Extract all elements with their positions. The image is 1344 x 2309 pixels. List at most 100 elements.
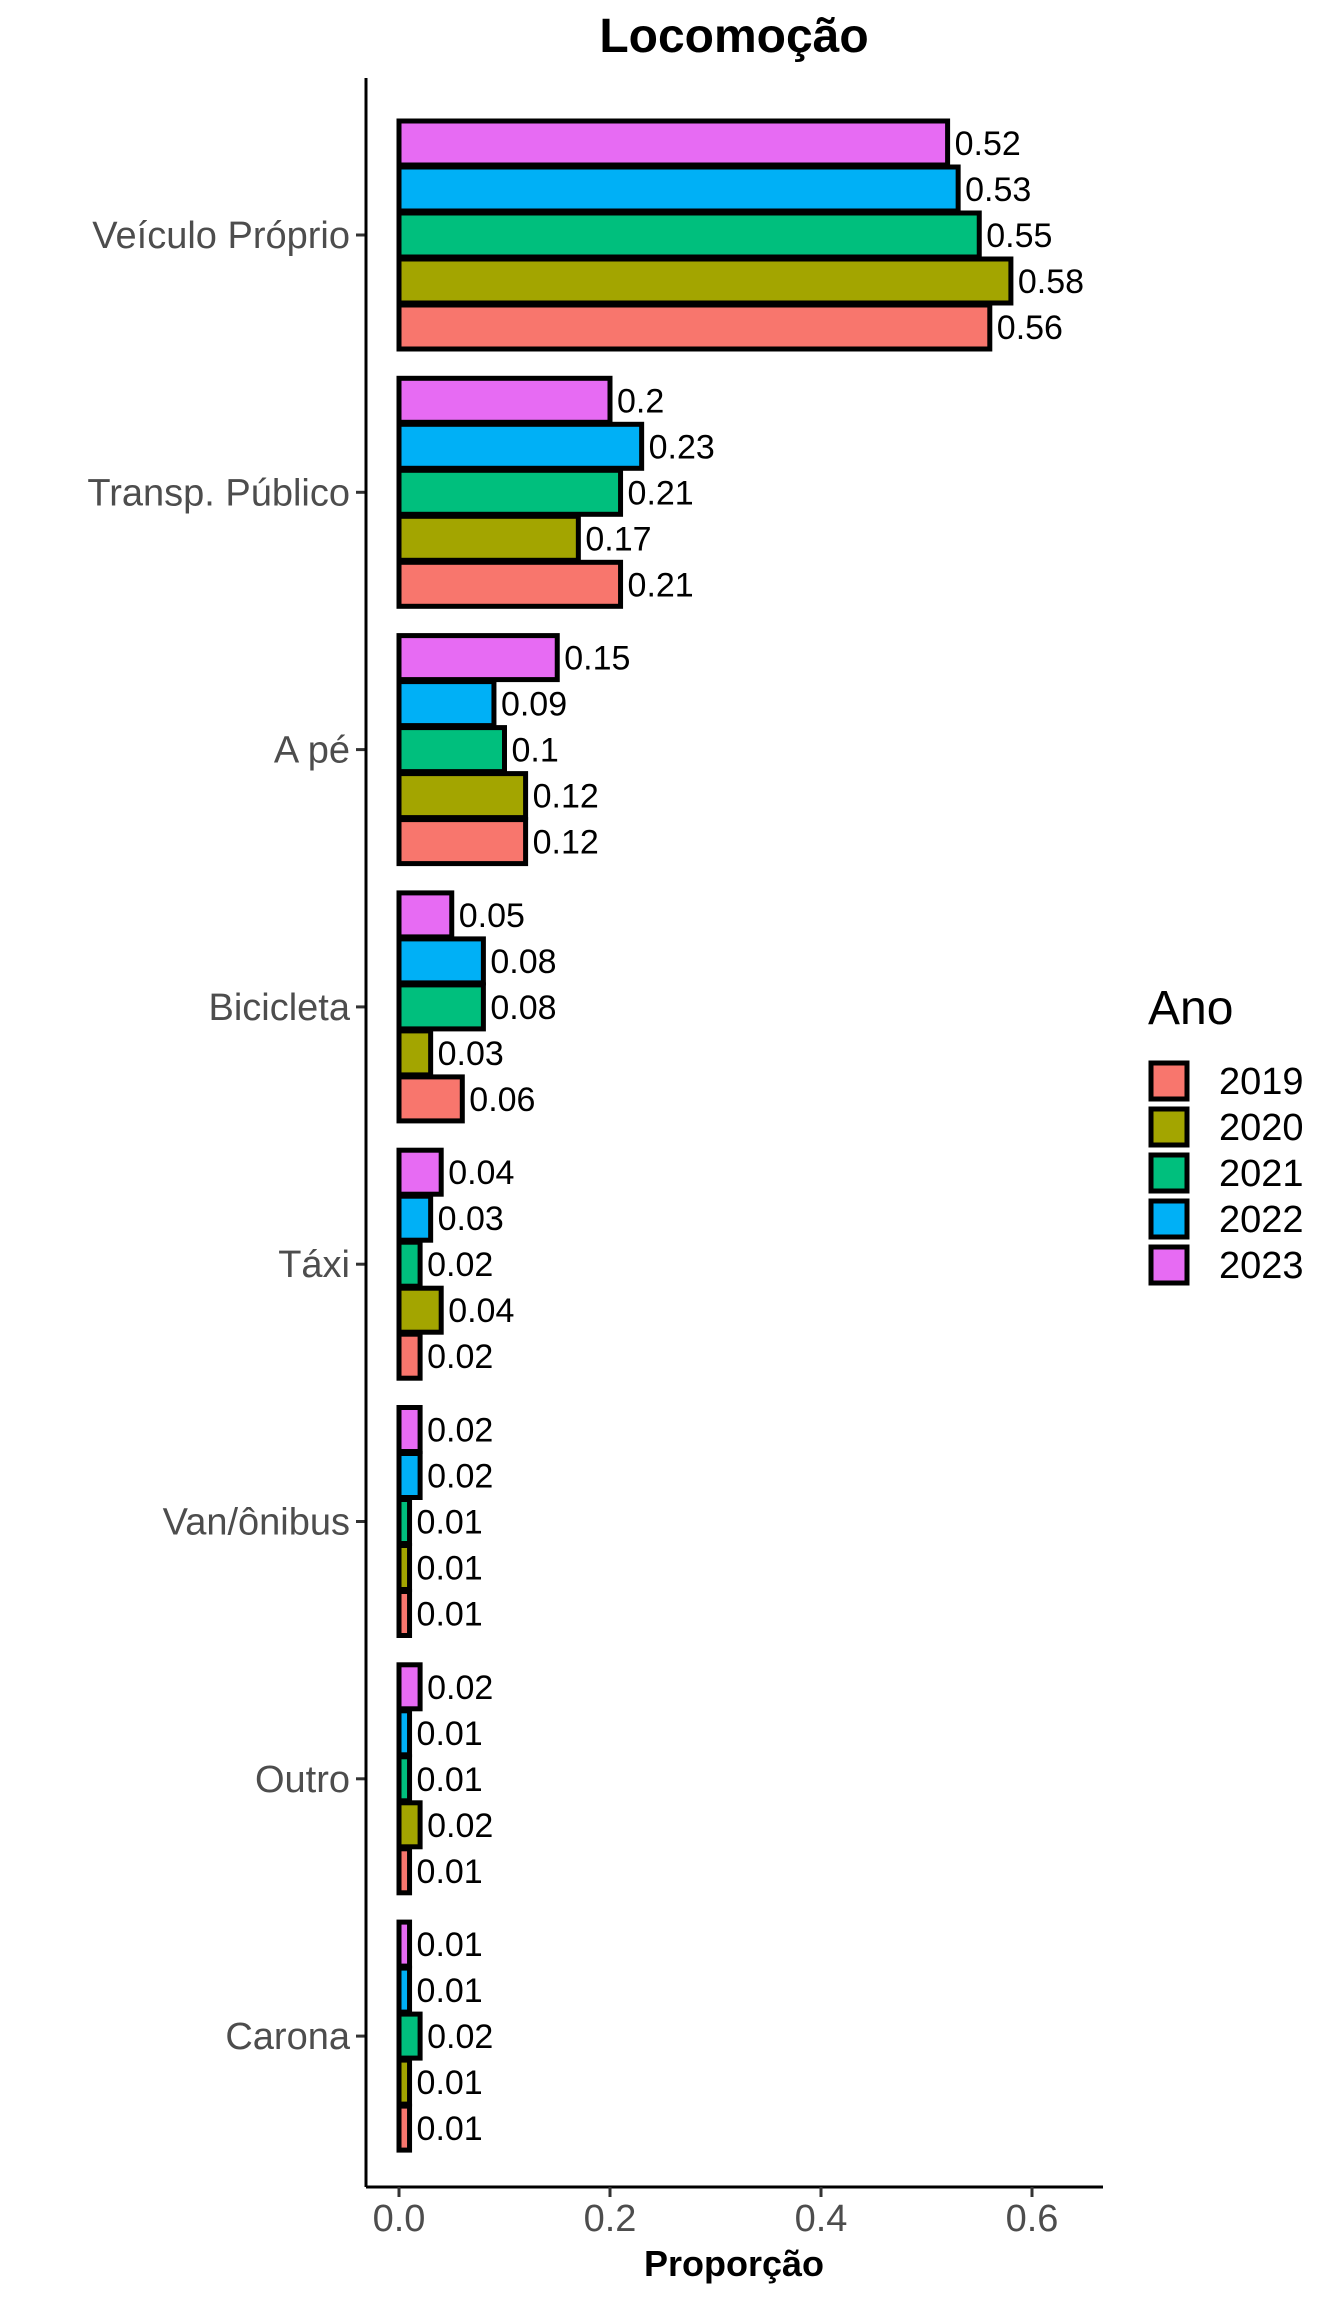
bar [396, 1074, 465, 1124]
bar [396, 1543, 413, 1592]
x-tick-label: 0.0 [373, 2198, 426, 2240]
bar [396, 936, 486, 986]
bar [396, 421, 645, 471]
data-label: 0.04 [448, 1292, 514, 1330]
legend-key [1148, 1244, 1190, 1286]
data-label: 0.02 [427, 1338, 493, 1376]
legend-title: Ano [1148, 982, 1233, 1035]
data-label: 0.21 [628, 474, 694, 512]
data-label: 0.02 [427, 1412, 493, 1450]
x-axis-label: Proporção [644, 2243, 824, 2284]
bar [396, 1147, 444, 1197]
data-label: 0.04 [448, 1154, 514, 1192]
data-label: 0.02 [427, 2018, 493, 2056]
data-label: 0.01 [417, 2064, 483, 2102]
y-tick-label: Veículo Próprio [92, 215, 350, 257]
x-tick-label: 0.4 [795, 2198, 848, 2240]
bar [396, 1589, 413, 1638]
data-label: 0.03 [438, 1200, 504, 1238]
legend-key [1148, 1152, 1190, 1194]
bar [396, 890, 455, 940]
data-label: 0.06 [469, 1081, 535, 1119]
bar [396, 2057, 413, 2107]
legend-key [1148, 1106, 1190, 1148]
bar [396, 559, 624, 609]
data-label: 0.01 [417, 1853, 483, 1891]
data-label: 0.56 [997, 309, 1063, 347]
bar [396, 817, 529, 867]
bar [396, 256, 1014, 306]
data-label: 0.1 [512, 732, 559, 770]
data-label: 0.03 [438, 1035, 504, 1073]
legend-key [1148, 1198, 1190, 1240]
legend-key [1148, 1060, 1190, 1102]
bar [396, 302, 993, 352]
bar [396, 467, 624, 517]
bar [396, 210, 982, 260]
data-label: 0.01 [417, 1550, 483, 1588]
bar [396, 1193, 434, 1243]
legend-label: 2022 [1219, 1199, 1304, 1241]
legend-label: 2020 [1219, 1107, 1304, 1149]
y-tick-label: Carona [225, 2016, 350, 2058]
y-tick-label: A pé [274, 730, 350, 772]
y-tick-label: Transp. Público [87, 472, 350, 514]
y-tick-label: Van/ônibus [163, 1502, 350, 1544]
data-label: 0.02 [427, 1669, 493, 1707]
data-label: 0.17 [585, 520, 651, 558]
data-label: 0.52 [955, 125, 1021, 163]
data-label: 0.12 [533, 778, 599, 816]
data-label: 0.01 [417, 1761, 483, 1799]
x-tick-label: 0.6 [1006, 2198, 1059, 2240]
plot-area: 0.56 0.58 0.55 0.53 0.52 Veículo Próprio 0.21 0… [87, 78, 1304, 2240]
data-label: 0.58 [1018, 263, 1084, 301]
data-label: 0.55 [986, 217, 1052, 255]
bar [396, 725, 507, 775]
data-label: 0.01 [417, 1926, 483, 1964]
data-label: 0.02 [427, 1246, 493, 1284]
bar [396, 164, 961, 214]
bar [396, 679, 497, 729]
bar [396, 1754, 413, 1804]
bar [396, 982, 486, 1032]
data-label: 0.01 [417, 1596, 483, 1634]
bar [396, 1800, 423, 1850]
bar [396, 2011, 423, 2061]
bar [396, 1331, 423, 1381]
data-label: 0.2 [617, 382, 664, 420]
data-label: 0.02 [427, 1458, 493, 1496]
bar [396, 513, 581, 563]
bar [396, 1497, 413, 1546]
data-label: 0.23 [649, 428, 715, 466]
bar [396, 2103, 413, 2153]
bar [396, 771, 529, 821]
y-tick-label: Bicicleta [209, 987, 351, 1029]
bar [396, 1028, 434, 1078]
data-label: 0.09 [501, 686, 567, 724]
data-label: 0.02 [427, 1807, 493, 1845]
bar [396, 1846, 413, 1896]
data-label: 0.01 [417, 1972, 483, 2010]
legend-label: 2021 [1219, 1153, 1304, 1195]
data-label: 0.01 [417, 1715, 483, 1753]
data-label: 0.53 [965, 171, 1031, 209]
bar [396, 1451, 423, 1500]
bar [396, 375, 613, 425]
data-label: 0.15 [564, 640, 630, 678]
bar [396, 1285, 444, 1335]
data-label: 0.21 [628, 566, 694, 604]
data-label: 0.05 [459, 897, 525, 935]
chart-title: Locomoção [599, 10, 868, 63]
legend-label: 2019 [1219, 1061, 1304, 1103]
data-label: 0.08 [490, 989, 556, 1027]
x-tick-label: 0.2 [584, 2198, 637, 2240]
bar [396, 118, 951, 168]
bar [396, 1919, 413, 1969]
data-label: 0.01 [417, 2110, 483, 2148]
y-tick-label: Outro [255, 1759, 350, 1801]
bar [396, 1708, 413, 1758]
bar [396, 1239, 423, 1289]
legend-label: 2023 [1219, 1245, 1304, 1287]
